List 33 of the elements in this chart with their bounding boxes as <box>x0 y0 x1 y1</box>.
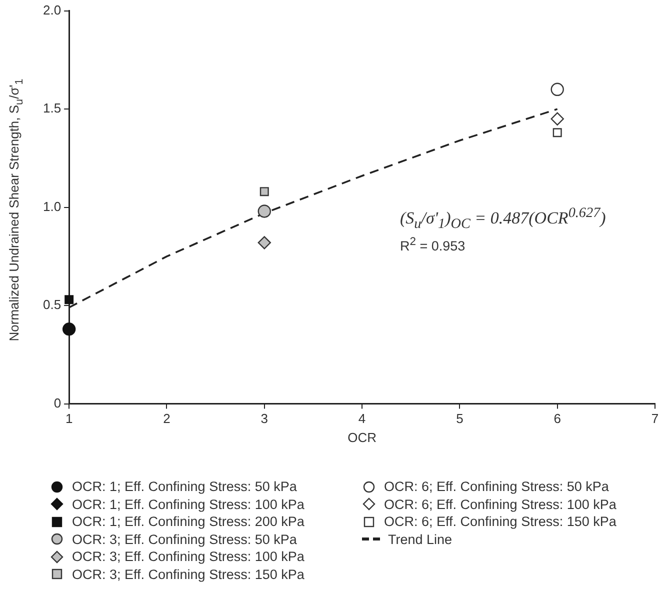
x-tick-label: 3 <box>260 411 268 426</box>
x-tick-label: 1 <box>65 411 73 426</box>
x-axis-title: OCR <box>348 430 376 445</box>
x-tick-label: 6 <box>554 411 561 426</box>
legend-label: OCR: 6; Eff. Confining Stress: 100 kPa <box>384 496 616 512</box>
y-tick-label: 1.0 <box>42 198 62 214</box>
text: (S$_{u}$/σ'$_{1}$)$_{OC}$ = 0.487(OCR$^{0.627}$) <box>400 205 606 232</box>
x-tick-label: 7 <box>651 411 659 426</box>
legend-label: Trend Line <box>388 532 452 547</box>
point <box>260 187 269 196</box>
point <box>64 295 74 304</box>
legend-label: OCR: 3; Eff. Confining Stress: 100 kPa <box>72 549 304 564</box>
legend-label: OCR: 6; Eff. Confining Stress: 50 kPa <box>384 479 609 494</box>
legend-label: OCR: 1; Eff. Confining Stress: 50 kPa <box>72 479 297 494</box>
point <box>258 204 271 218</box>
legend-label: OCR: 6; Eff. Confining Stress: 150 kPa <box>384 514 616 530</box>
point <box>62 322 76 336</box>
legend-label: OCR: 1; Eff. Confining Stress: 100 kPa <box>72 496 304 512</box>
y-tick-label: 0 <box>54 395 62 410</box>
point <box>550 112 564 126</box>
y-tick-label: 2.0 <box>42 2 62 18</box>
x-tick-label: 5 <box>456 411 464 426</box>
point <box>550 82 564 96</box>
annotation: R$^{2}$ = 0.953 <box>400 236 466 254</box>
x-tick-label: 2 <box>163 411 170 426</box>
y-tick-label: 1.5 <box>42 100 62 116</box>
y-tick-label: 0.5 <box>42 297 62 312</box>
legend-label: OCR: 3; Eff. Confining Stress: 50 kPa <box>72 532 297 547</box>
point <box>258 236 271 250</box>
point <box>552 128 562 138</box>
legend-label: OCR: 3; Eff. Confining Stress: 150 kPa <box>72 566 304 582</box>
legend-label: OCR: 1; Eff. Confining Stress: 200 kPa <box>72 514 304 530</box>
x-tick-label: 4 <box>358 411 366 426</box>
